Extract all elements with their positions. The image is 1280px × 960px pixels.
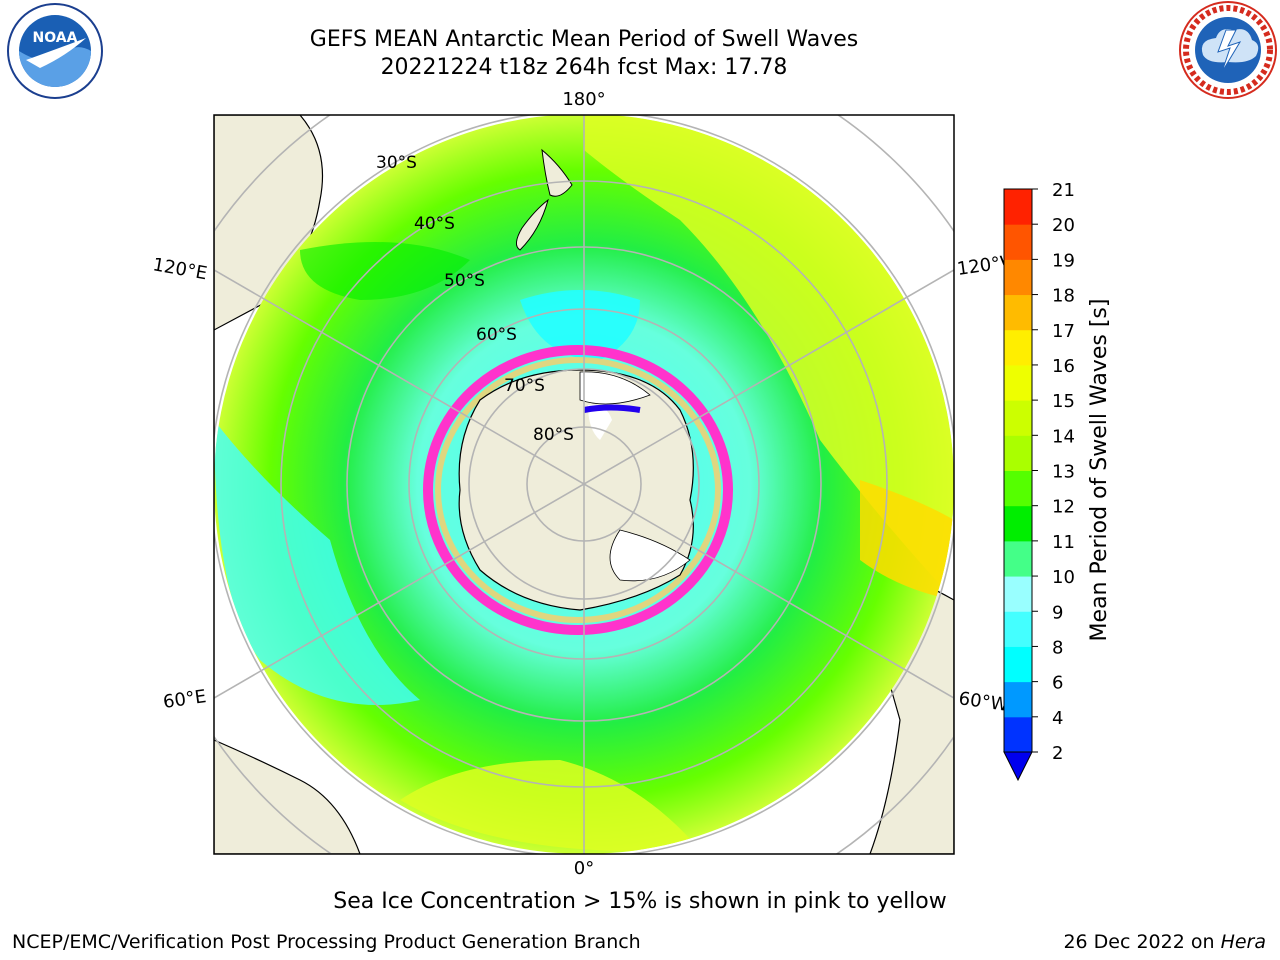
footer-date-text: 26 Dec 2022 on [1063,931,1221,953]
colorbar-segment [1004,716,1032,753]
colorbar-segment [1004,364,1032,401]
title-line-2: 20221224 t18z 264h fcst Max: 17.78 [380,55,788,80]
lon-label-upper-left: 120°E [151,254,209,284]
colorbar-segment [1004,470,1032,507]
meridian-60e-120w [214,269,954,699]
colorbar-tick-label: 18 [1052,286,1075,307]
colorbar-segment [1004,259,1032,296]
colorbar-segment [1004,329,1032,366]
lat-label-50s: 50°S [444,271,485,291]
colorbar-tick-label: 4 [1052,708,1063,729]
colorbar-segment [1004,505,1032,542]
colorbar-segment [1004,611,1032,647]
colorbar-segment [1004,681,1032,718]
noaa-logo-icon: NOAA [7,3,103,99]
colorbar-tick-label: 11 [1052,532,1075,553]
lon-label-lower-right: 60°W [957,688,1009,716]
colorbar-tick-label: 17 [1052,321,1075,342]
low-period-ice-area [583,404,641,413]
lon-label-top: 180° [562,89,605,110]
footer-date: 26 Dec 2022 on Hera [1063,931,1266,953]
ice-shelf-patch [588,404,612,440]
title-line-1: GEFS MEAN Antarctic Mean Period of Swell… [309,27,859,52]
lat-label-70s: 70°S [504,376,545,396]
graticule [214,115,954,854]
colorbar-segment [1004,540,1032,577]
colorbar-tick-label: 13 [1052,462,1075,483]
sea-ice-edge [423,345,733,635]
nws-logo-icon [1179,1,1277,99]
lat-label-30s: 30°S [376,153,417,173]
footer-host: Hera [1220,931,1266,953]
colorbar-segment [1004,576,1032,612]
colorbar-segments [1004,189,1032,753]
ross-ice-shelf [579,371,651,405]
colorbar-segment [1004,435,1032,471]
colorbar-label: Mean Period of Swell Waves [s] [1087,299,1112,642]
colorbar-tick-label: 6 [1052,673,1063,694]
footer-credit: NCEP/EMC/Verification Post Processing Pr… [12,931,641,953]
colorbar: 2 4 6 8 9 10 11 12 13 14 15 16 17 18 19 20 21 Mean Perio… [1003,180,1112,782]
sea-ice-inner [435,357,721,623]
colorbar-segment [1004,224,1032,260]
sea-ice-caption: Sea Ice Concentration > 15% is shown in … [333,889,947,914]
map-frame [213,114,955,855]
colorbar-tick-label: 8 [1052,637,1063,658]
lat-label-40s: 40°S [414,214,455,234]
colorbar-extend-triangle [1003,751,1033,782]
lat-label-80s: 80°S [533,425,574,445]
new-zealand-land [516,148,573,251]
colorbar-tick-label: 14 [1052,426,1075,447]
colorbar-tick-label: 21 [1052,180,1075,201]
colorbar-segment [1004,294,1032,331]
colorbar-tick-label: 16 [1052,356,1075,377]
noaa-logo-text: NOAA [33,30,78,46]
colorbar-tick-label: 9 [1052,602,1063,623]
colorbar-ticks: 2 4 6 8 9 10 11 12 13 14 15 16 17 18 19 20 21 [1032,180,1075,764]
colorbar-tick-label: 12 [1052,497,1075,518]
colorbar-segment [1004,400,1032,436]
colorbar-tick-label: 2 [1052,743,1063,764]
colorbar-tick-label: 15 [1052,391,1075,412]
colorbar-tick-label: 20 [1052,215,1075,236]
swell-field-patches [214,115,954,852]
colorbar-tick-label: 10 [1052,567,1075,588]
colorbar-tick-label: 19 [1052,250,1075,271]
lon-label-bottom: 0° [574,858,594,879]
africa-land [214,739,361,854]
weddell-ice-shelf [609,529,691,582]
lat-label-60s: 60°S [476,325,517,345]
colorbar-segment [1004,189,1032,225]
colorbar-segment [1004,646,1032,683]
lon-label-lower-left: 60°E [162,686,208,713]
